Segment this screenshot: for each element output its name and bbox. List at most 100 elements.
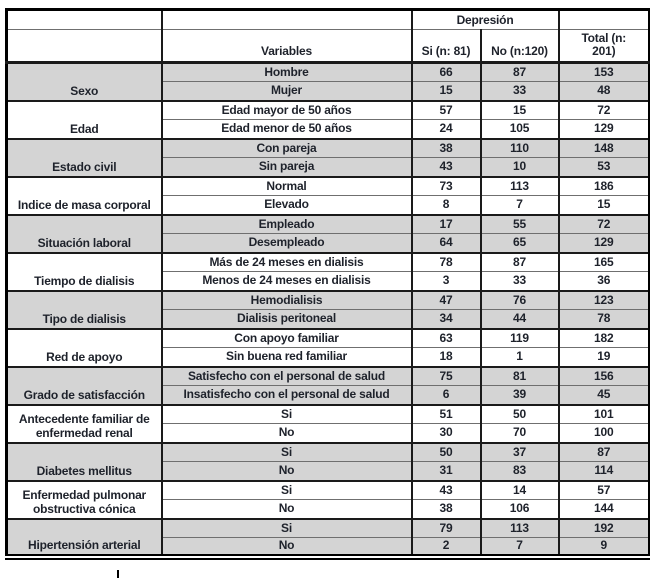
category-cell: Diabetes mellitus bbox=[5, 441, 163, 481]
value-total-cell: 129 bbox=[557, 233, 650, 253]
table-body: Sexo Hombre 66 87 153 Mujer 15 33 48 Edad Edad may… bbox=[5, 61, 650, 557]
variable-cell: Normal bbox=[160, 175, 413, 196]
value-no-cell: 33 bbox=[479, 271, 560, 291]
empty-header-cell bbox=[5, 29, 163, 64]
variable-cell: Si bbox=[160, 441, 413, 462]
variable-cell: No bbox=[160, 537, 413, 557]
value-total-cell: 148 bbox=[557, 137, 650, 158]
value-no-cell: 7 bbox=[479, 537, 560, 557]
value-no-cell: 39 bbox=[479, 385, 560, 405]
empty-header-cell bbox=[5, 9, 163, 30]
value-no-cell: 113 bbox=[479, 517, 560, 538]
value-si-cell: 57 bbox=[410, 99, 482, 120]
table-row: Enfermedad pulmonar obstructiva cónica Si… bbox=[5, 479, 650, 519]
value-si-cell: 47 bbox=[410, 289, 482, 310]
value-no-cell: 87 bbox=[479, 251, 560, 272]
category-cell: Tiempo de dialisis bbox=[5, 251, 163, 291]
variable-cell: Hombre bbox=[160, 61, 413, 82]
value-total-cell: 72 bbox=[557, 99, 650, 120]
value-no-cell: 37 bbox=[479, 441, 560, 462]
table-row: Situación laboral Empleado 17 55 72 bbox=[5, 213, 650, 253]
table-row: Sin pareja 43 10 53 bbox=[7, 157, 650, 177]
table-row: Edad menor de 50 años 24 105 129 bbox=[7, 119, 650, 139]
category-cell: Situación laboral bbox=[5, 213, 163, 253]
value-si-cell: 6 bbox=[410, 385, 482, 405]
value-si-cell: 51 bbox=[410, 403, 482, 424]
category-cell: Antecedente familiar de enfermedad renal bbox=[5, 403, 163, 443]
table-row: Diabetes mellitus Si 50 37 87 bbox=[5, 441, 650, 481]
value-no-cell: 10 bbox=[479, 157, 560, 177]
value-no-cell: 110 bbox=[479, 137, 560, 158]
value-si-cell: 79 bbox=[410, 517, 482, 538]
value-si-cell: 2 bbox=[410, 537, 482, 557]
category-cell: Enfermedad pulmonar obstructiva cónica bbox=[5, 479, 163, 519]
variable-cell: Desempleado bbox=[160, 233, 413, 253]
value-total-cell: 19 bbox=[557, 347, 650, 367]
variable-cell: Si bbox=[160, 517, 413, 538]
value-no-cell: 50 bbox=[479, 403, 560, 424]
variable-cell: Mujer bbox=[160, 81, 413, 101]
table-row: No 2 7 9 bbox=[7, 537, 650, 557]
category-cell: Tipo de dialisis bbox=[5, 289, 163, 329]
variable-cell: Edad menor de 50 años bbox=[160, 119, 413, 139]
value-no-cell: 81 bbox=[479, 365, 560, 386]
value-total-cell: 192 bbox=[557, 517, 650, 538]
category-cell: Grado de satisfacción bbox=[5, 365, 163, 405]
variable-cell: No bbox=[160, 461, 413, 481]
table-row: Edad Edad mayor de 50 años 57 15 72 bbox=[5, 99, 650, 139]
value-total-cell: 87 bbox=[557, 441, 650, 462]
value-si-cell: 18 bbox=[410, 347, 482, 367]
table-row: Tipo de dialisis Hemodialisis 47 76 123 bbox=[5, 289, 650, 329]
value-total-cell: 129 bbox=[557, 119, 650, 139]
header-row-depression: Depresión bbox=[5, 9, 650, 30]
value-si-cell: 8 bbox=[410, 195, 482, 215]
table-row: Dialisis peritoneal 34 44 78 bbox=[7, 309, 650, 329]
value-si-cell: 3 bbox=[410, 271, 482, 291]
value-total-cell: 101 bbox=[557, 403, 650, 424]
value-no-cell: 70 bbox=[479, 423, 560, 443]
value-total-cell: 45 bbox=[557, 385, 650, 405]
value-no-cell: 14 bbox=[479, 479, 560, 500]
category-cell: Indice de masa corporal bbox=[5, 175, 163, 215]
total-column-header: Total (n: 201) bbox=[557, 29, 650, 64]
depression-statistics-table: Depresión Variables Si (n: 81) No (n:120… bbox=[5, 8, 650, 560]
value-si-cell: 50 bbox=[410, 441, 482, 462]
value-total-cell: 36 bbox=[557, 271, 650, 291]
variable-cell: Hemodialisis bbox=[160, 289, 413, 310]
depression-statistics-table-container: Depresión Variables Si (n: 81) No (n:120… bbox=[5, 8, 650, 560]
table-row: Sexo Hombre 66 87 153 bbox=[5, 61, 650, 101]
variables-column-header: Variables bbox=[160, 29, 413, 64]
no-column-header: No (n:120) bbox=[479, 29, 560, 64]
table-row: Desempleado 64 65 129 bbox=[7, 233, 650, 253]
value-si-cell: 38 bbox=[410, 137, 482, 158]
value-si-cell: 24 bbox=[410, 119, 482, 139]
value-si-cell: 43 bbox=[410, 479, 482, 500]
value-total-cell: 15 bbox=[557, 195, 650, 215]
si-column-header: Si (n: 81) bbox=[410, 29, 482, 64]
value-no-cell: 1 bbox=[479, 347, 560, 367]
value-no-cell: 44 bbox=[479, 309, 560, 329]
category-cell: Edad bbox=[5, 99, 163, 139]
value-no-cell: 33 bbox=[479, 81, 560, 101]
value-total-cell: 100 bbox=[557, 423, 650, 443]
category-cell: Estado civil bbox=[5, 137, 163, 177]
value-no-cell: 7 bbox=[479, 195, 560, 215]
value-total-cell: 53 bbox=[557, 157, 650, 177]
value-total-cell: 123 bbox=[557, 289, 650, 310]
value-no-cell: 65 bbox=[479, 233, 560, 253]
value-no-cell: 55 bbox=[479, 213, 560, 234]
value-si-cell: 30 bbox=[410, 423, 482, 443]
empty-header-cell bbox=[160, 9, 413, 30]
table-row: Sin buena red familiar 18 1 19 bbox=[7, 347, 650, 367]
value-no-cell: 119 bbox=[479, 327, 560, 348]
table-row: Mujer 15 33 48 bbox=[7, 81, 650, 101]
value-si-cell: 63 bbox=[410, 327, 482, 348]
variable-cell: No bbox=[160, 499, 413, 519]
value-total-cell: 9 bbox=[557, 537, 650, 557]
variable-cell: Si bbox=[160, 479, 413, 500]
crop-artifact-mark bbox=[117, 570, 119, 578]
table-row: Menos de 24 meses en dialisis 3 33 36 bbox=[7, 271, 650, 291]
variable-cell: Elevado bbox=[160, 195, 413, 215]
category-cell: Sexo bbox=[5, 61, 163, 101]
table-row: Indice de masa corporal Normal 73 113 186 bbox=[5, 175, 650, 215]
